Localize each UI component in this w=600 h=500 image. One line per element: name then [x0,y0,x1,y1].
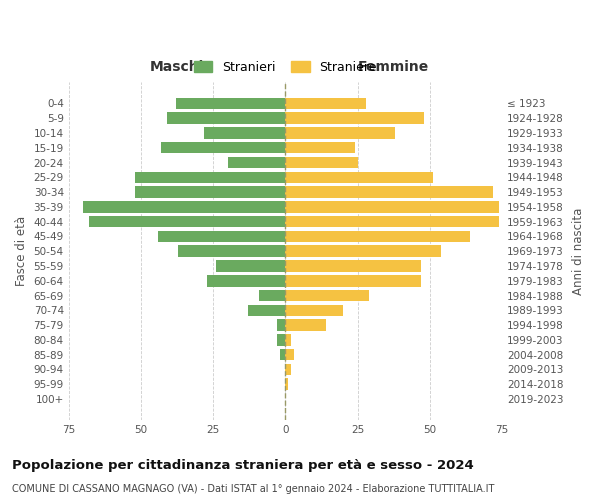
Bar [286,98,366,109]
Bar [176,98,286,109]
Bar [286,275,421,286]
Bar [167,112,286,124]
Bar [259,290,286,302]
Bar [286,186,493,198]
Bar [286,364,291,375]
Bar [248,304,286,316]
Text: Popolazione per cittadinanza straniera per età e sesso - 2024: Popolazione per cittadinanza straniera p… [12,460,474,472]
Y-axis label: Anni di nascita: Anni di nascita [572,208,585,295]
Bar [286,378,288,390]
Bar [286,290,369,302]
Bar [83,201,286,212]
Bar [286,127,395,138]
Bar [286,320,326,331]
Bar [161,142,286,154]
Bar [286,172,433,183]
Text: COMUNE DI CASSANO MAGNAGO (VA) - Dati ISTAT al 1° gennaio 2024 - Elaborazione TU: COMUNE DI CASSANO MAGNAGO (VA) - Dati IS… [12,484,494,494]
Bar [216,260,286,272]
Bar [208,275,286,286]
Bar [135,186,286,198]
Bar [277,334,286,345]
Bar [280,349,286,360]
Bar [227,156,286,168]
Bar [286,216,499,228]
Legend: Stranieri, Straniere: Stranieri, Straniere [187,54,383,80]
Bar [286,156,358,168]
Bar [286,334,291,345]
Bar [89,216,286,228]
Bar [286,260,421,272]
Y-axis label: Fasce di età: Fasce di età [15,216,28,286]
Bar [286,142,355,154]
Bar [178,246,286,257]
Bar [286,349,294,360]
Bar [286,201,499,212]
Bar [286,112,424,124]
Bar [205,127,286,138]
Bar [277,320,286,331]
Bar [135,172,286,183]
Bar [286,230,470,242]
Bar [158,230,286,242]
Text: Maschi: Maschi [150,60,204,74]
Text: Femmine: Femmine [358,60,430,74]
Bar [286,246,442,257]
Bar [286,304,343,316]
